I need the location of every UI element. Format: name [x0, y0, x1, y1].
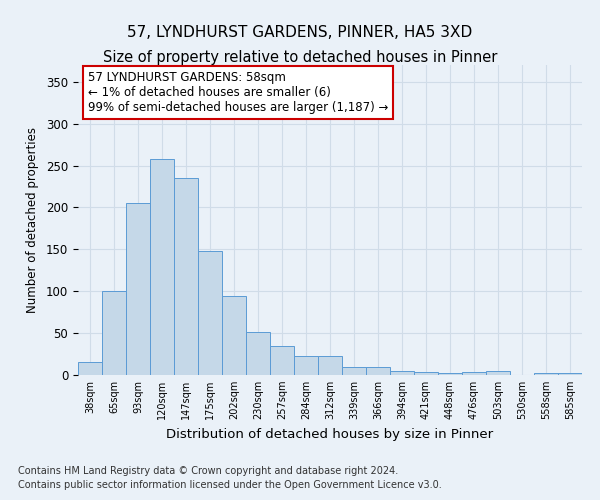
- Bar: [414, 372, 438, 375]
- Bar: [294, 356, 318, 375]
- Bar: [486, 371, 510, 375]
- Bar: [366, 368, 390, 375]
- Bar: [438, 374, 462, 375]
- Text: 57, LYNDHURST GARDENS, PINNER, HA5 3XD: 57, LYNDHURST GARDENS, PINNER, HA5 3XD: [127, 25, 473, 40]
- Bar: [390, 371, 414, 375]
- Text: Contains HM Land Registry data © Crown copyright and database right 2024.
Contai: Contains HM Land Registry data © Crown c…: [18, 466, 442, 490]
- Bar: [222, 296, 246, 375]
- Bar: [462, 372, 486, 375]
- Y-axis label: Number of detached properties: Number of detached properties: [26, 127, 39, 313]
- Bar: [318, 356, 342, 375]
- Text: Size of property relative to detached houses in Pinner: Size of property relative to detached ho…: [103, 50, 497, 65]
- X-axis label: Distribution of detached houses by size in Pinner: Distribution of detached houses by size …: [166, 428, 494, 440]
- Bar: [558, 374, 582, 375]
- Bar: [534, 374, 558, 375]
- Bar: [246, 332, 270, 375]
- Bar: [150, 159, 174, 375]
- Bar: [102, 291, 126, 375]
- Bar: [174, 178, 198, 375]
- Bar: [342, 366, 366, 375]
- Bar: [126, 203, 150, 375]
- Bar: [78, 362, 102, 375]
- Text: 57 LYNDHURST GARDENS: 58sqm
← 1% of detached houses are smaller (6)
99% of semi-: 57 LYNDHURST GARDENS: 58sqm ← 1% of deta…: [88, 71, 388, 114]
- Bar: [270, 346, 294, 375]
- Bar: [198, 251, 222, 375]
